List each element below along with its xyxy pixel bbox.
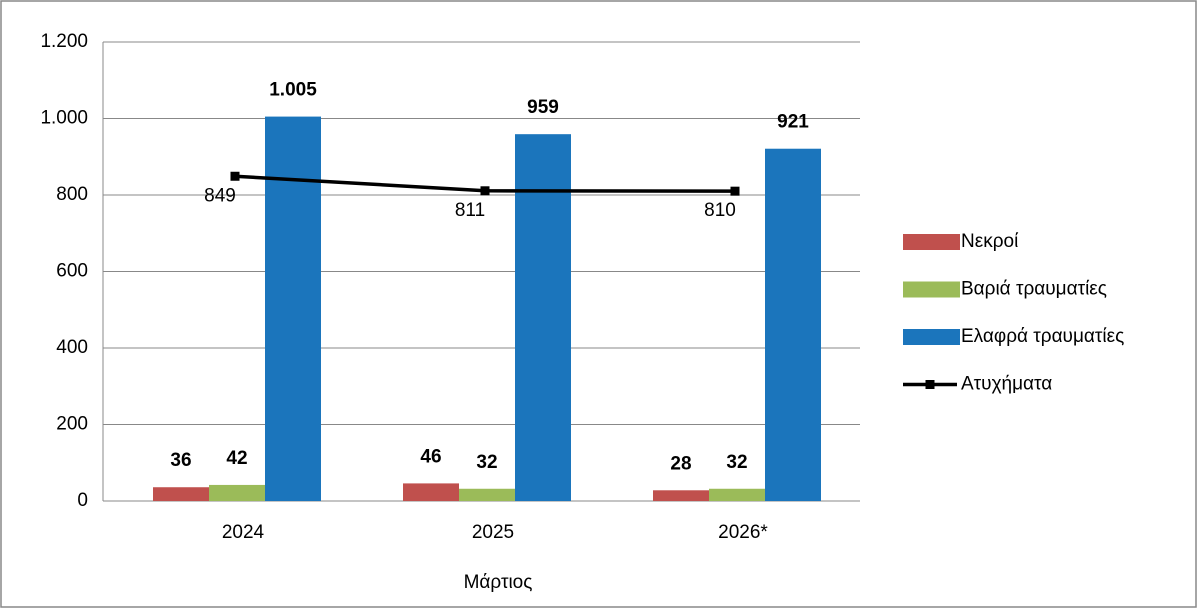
legend-label: Νεκροί — [961, 231, 1019, 252]
data-label: 28 — [670, 453, 691, 474]
x-tick-label: 2026* — [718, 522, 768, 543]
legend-swatch — [903, 329, 960, 345]
y-tick-label: 400 — [56, 337, 88, 358]
bar — [709, 488, 765, 501]
y-tick-label: 600 — [56, 261, 88, 282]
data-label: 810 — [704, 200, 736, 221]
line-marker — [480, 186, 490, 196]
legend-label: Ελαφρά τραυματίες — [961, 326, 1124, 347]
data-label: 921 — [777, 112, 809, 133]
bar — [459, 488, 515, 501]
data-label: 959 — [527, 97, 559, 118]
data-label: 36 — [170, 450, 191, 471]
legend-swatch — [903, 234, 960, 250]
y-tick-label: 200 — [56, 414, 88, 435]
y-tick-label: 1.000 — [40, 108, 88, 129]
line-marker — [230, 171, 240, 181]
bar — [765, 148, 821, 501]
data-label: 32 — [476, 452, 497, 473]
data-label: 849 — [204, 185, 236, 206]
bar — [515, 134, 571, 501]
data-label: 46 — [420, 446, 441, 467]
bar — [653, 490, 709, 501]
legend-label: Βαριά τραυματίες — [961, 279, 1107, 300]
y-tick-label: 800 — [56, 184, 88, 205]
data-label: 42 — [226, 448, 247, 469]
x-tick-label: 2024 — [222, 522, 265, 543]
y-tick-label: 1.200 — [40, 31, 88, 52]
data-label: 32 — [726, 452, 747, 473]
data-label: 811 — [455, 200, 485, 221]
bar — [209, 484, 265, 501]
x-axis-label: Μάρτιος — [464, 572, 533, 593]
bar — [403, 483, 459, 501]
line-marker — [730, 186, 740, 196]
data-label: 1.005 — [269, 80, 317, 101]
legend-label: Ατυχήματα — [961, 374, 1052, 395]
bar — [153, 487, 209, 501]
bar — [265, 116, 321, 502]
legend-swatch — [903, 281, 960, 298]
y-tick-label: 0 — [77, 490, 88, 511]
x-tick-label: 2025 — [472, 522, 514, 543]
legend-marker — [925, 380, 935, 389]
